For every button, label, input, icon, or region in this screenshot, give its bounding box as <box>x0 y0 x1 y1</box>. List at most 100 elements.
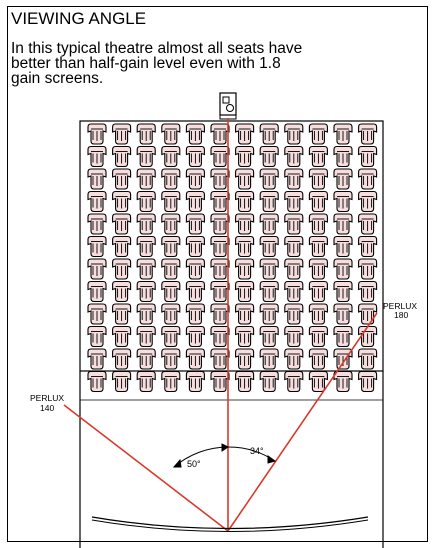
seat-icon <box>235 190 255 213</box>
seat-icon <box>185 235 205 258</box>
seat-icon <box>210 168 230 190</box>
seat-icon <box>210 123 230 145</box>
seat-icon <box>112 190 132 213</box>
seat-icon <box>161 370 181 393</box>
angle-arcs <box>172 443 277 468</box>
seat-icon <box>112 213 132 235</box>
seat-icon <box>284 348 304 370</box>
seat-icon <box>308 145 328 168</box>
seat-icon <box>136 123 156 145</box>
seat-icon <box>333 123 353 145</box>
seat-icon <box>308 168 328 190</box>
seat-icon <box>358 303 378 325</box>
seat-icon <box>210 348 230 370</box>
seat-icon <box>210 235 230 258</box>
seat-icon <box>259 145 279 168</box>
seat-icon <box>136 325 156 348</box>
seat-icon <box>185 123 205 145</box>
seat-icon <box>210 370 230 393</box>
seat-icon <box>136 370 156 393</box>
right-sightline <box>227 312 378 532</box>
seat-icon <box>87 370 107 393</box>
seat-icon <box>308 280 328 303</box>
seat-icon <box>185 168 205 190</box>
seat-icon <box>333 190 353 213</box>
seat-icon <box>358 213 378 235</box>
sightlines <box>63 118 378 532</box>
seat-icon <box>308 303 328 325</box>
seat-icon <box>235 145 255 168</box>
left-screen-name: PERLUX <box>30 393 64 403</box>
seat-icon <box>161 123 181 145</box>
seat-icon <box>161 168 181 190</box>
seat-icon <box>185 258 205 280</box>
seat-icon <box>235 258 255 280</box>
seat-icon <box>333 303 353 325</box>
seat-icon <box>87 325 107 348</box>
seat-icon <box>210 145 230 168</box>
seat-icon <box>259 325 279 348</box>
seat-icon <box>87 258 107 280</box>
seat-icon <box>161 303 181 325</box>
seat-icon <box>87 303 107 325</box>
seat-icon <box>136 280 156 303</box>
seat-icon <box>161 190 181 213</box>
seat-icon <box>185 303 205 325</box>
figure-caption: In this typical theatre almost all seats… <box>11 40 303 87</box>
figure-title: VIEWING ANGLE <box>11 9 147 28</box>
seat-icon <box>284 145 304 168</box>
seat-icon <box>235 235 255 258</box>
seat-icon <box>259 258 279 280</box>
seat-icon <box>259 213 279 235</box>
seating-grid <box>87 123 378 393</box>
seat-icon <box>87 145 107 168</box>
seat-icon <box>185 280 205 303</box>
seat-icon <box>259 370 279 393</box>
seat-icon <box>358 258 378 280</box>
seat-icon <box>136 145 156 168</box>
seat-icon <box>185 190 205 213</box>
seat-icon <box>235 123 255 145</box>
seat-icon <box>185 325 205 348</box>
seat-icon <box>333 168 353 190</box>
seat-icon <box>87 348 107 370</box>
seat-icon <box>235 325 255 348</box>
seat-icon <box>284 258 304 280</box>
seat-icon <box>136 190 156 213</box>
seat-icon <box>284 190 304 213</box>
seat-icon <box>210 190 230 213</box>
seat-icon <box>358 280 378 303</box>
seat-icon <box>185 370 205 393</box>
seat-icon <box>308 325 328 348</box>
seat-icon <box>259 190 279 213</box>
seat-icon <box>87 280 107 303</box>
seat-icon <box>259 280 279 303</box>
seat-icon <box>235 348 255 370</box>
seat-icon <box>112 348 132 370</box>
seat-icon <box>358 123 378 145</box>
seat-icon <box>136 258 156 280</box>
seat-icon <box>87 190 107 213</box>
seat-icon <box>235 168 255 190</box>
seat-icon <box>358 145 378 168</box>
seat-icon <box>284 280 304 303</box>
curved-screen <box>91 516 369 532</box>
figure-frame <box>7 6 428 542</box>
seat-icon <box>210 280 230 303</box>
seat-icon <box>185 348 205 370</box>
seat-icon <box>333 235 353 258</box>
seat-icon <box>136 235 156 258</box>
seat-icon <box>358 370 378 393</box>
seat-icon <box>136 168 156 190</box>
auditorium-walls <box>79 120 384 548</box>
seat-icon <box>308 123 328 145</box>
seat-icon <box>259 168 279 190</box>
seat-icon <box>259 235 279 258</box>
seat-icon <box>87 168 107 190</box>
seat-icon <box>284 235 304 258</box>
seat-icon <box>259 348 279 370</box>
seat-icon <box>235 213 255 235</box>
seat-icon <box>161 280 181 303</box>
seat-icon <box>284 168 304 190</box>
